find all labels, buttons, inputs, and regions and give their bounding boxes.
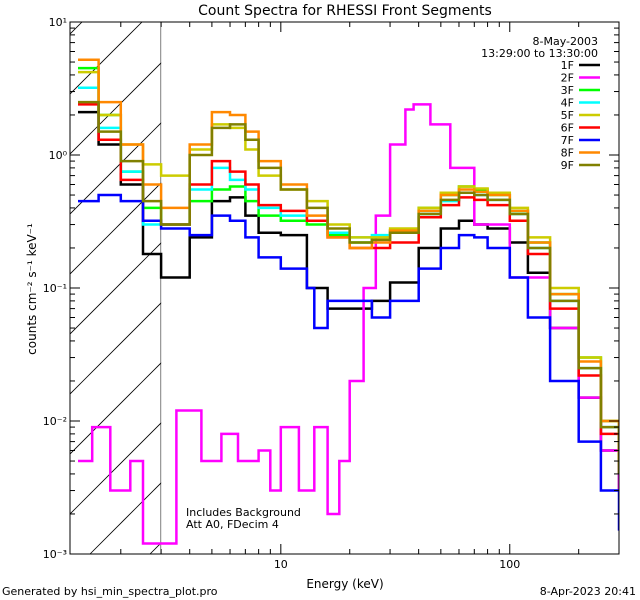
series-line-7f [78,193,619,531]
legend-label-5f: 5F [561,109,574,122]
x-axis-label: Energy (keV) [306,577,383,591]
hatch-line-15 [270,0,640,554]
chart-title: Count Spectra for RHESSI Front Segments [198,3,492,19]
y-tick-label-3: 10⁰ [49,149,68,162]
time-range-label: 13:29:00 to 13:30:00 [481,47,598,60]
hatch-line-20 [570,0,640,554]
hatch-line-8 [70,242,162,335]
hatch-line-14 [210,0,640,554]
legend-label-2f: 2F [561,72,574,85]
y-tick-label-1: 10⁻² [43,415,67,428]
x-tick-label-0: 10 [274,558,288,571]
footer-timestamp: 8-Apr-2023 20:41 [539,585,636,598]
date-label: 8-May-2003 [533,35,598,48]
annotation-attenuator: Att A0, FDecim 4 [186,518,279,531]
hatch-line-5 [70,62,162,155]
legend-label-3f: 3F [561,84,574,97]
footer-generated-by: Generated by hsi_min_spectra_plot.pro [2,585,218,598]
legend-label-8f: 8F [561,147,574,160]
legend-label-1f: 1F [561,59,574,72]
series-line-9f [78,100,619,474]
series-line-2f [78,103,619,545]
hatch-line-9 [70,302,162,395]
plot-frame [69,21,620,555]
x-tick-label-1: 100 [499,558,520,571]
legend-label-9f: 9F [561,159,574,172]
hatch-line-2 [0,0,90,554]
y-axis-label: counts cm⁻² s⁻¹ keV⁻¹ [25,223,39,355]
hatch-line-7 [70,182,162,275]
y-tick-label-4: 10¹ [49,16,67,29]
hatch-line-11 [70,422,162,515]
y-tick-label-2: 10⁻¹ [43,282,67,295]
y-tick-label-0: 10⁻³ [43,548,67,561]
series-line-1f [78,110,619,491]
legend-label-7f: 7F [561,134,574,147]
legend-label-6f: 6F [561,122,574,135]
hatch-line-21 [630,0,640,554]
legend-label-4f: 4F [561,97,574,110]
hatch-line-4 [70,22,143,95]
annotation-background: Includes Background [186,506,301,519]
hatch-line-10 [70,362,162,455]
